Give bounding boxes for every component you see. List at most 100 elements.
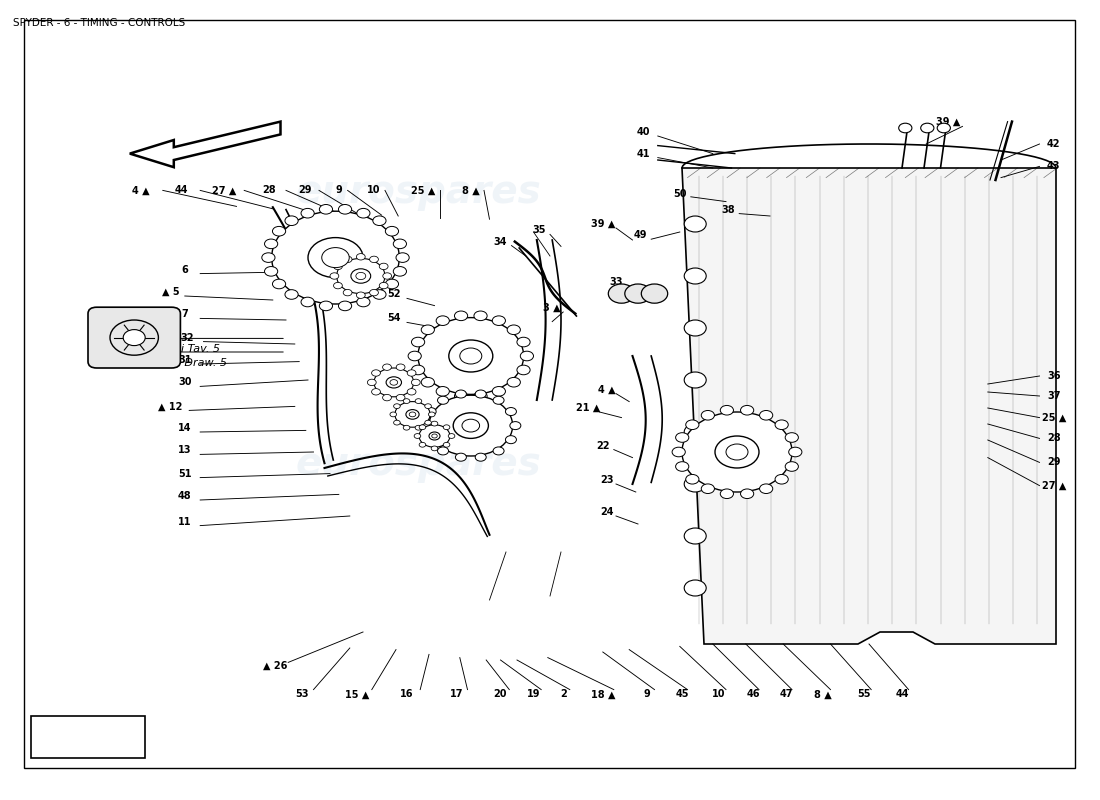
Circle shape (301, 297, 315, 306)
Circle shape (425, 420, 431, 425)
Circle shape (272, 211, 399, 304)
Circle shape (443, 425, 450, 430)
Circle shape (408, 351, 421, 361)
Text: 28: 28 (1047, 434, 1060, 443)
Circle shape (372, 389, 381, 395)
Circle shape (776, 474, 789, 484)
Circle shape (404, 398, 410, 403)
Circle shape (396, 253, 409, 262)
Circle shape (404, 426, 410, 430)
Text: 7: 7 (182, 310, 188, 319)
Circle shape (460, 348, 482, 364)
Circle shape (373, 216, 386, 226)
Circle shape (386, 377, 402, 388)
Circle shape (449, 340, 493, 372)
Circle shape (510, 422, 521, 430)
Circle shape (507, 378, 520, 387)
Text: ▲ 5: ▲ 5 (162, 287, 179, 297)
Text: 44: 44 (895, 690, 909, 699)
Text: 52: 52 (387, 290, 400, 299)
Circle shape (684, 320, 706, 336)
Circle shape (383, 364, 392, 370)
Circle shape (759, 484, 772, 494)
Text: SPYDER - 6 - TIMING - CONTROLS: SPYDER - 6 - TIMING - CONTROLS (13, 18, 186, 27)
Circle shape (370, 256, 378, 262)
Circle shape (426, 407, 437, 415)
Circle shape (675, 433, 689, 442)
Circle shape (406, 410, 419, 419)
Circle shape (414, 434, 420, 438)
Circle shape (431, 421, 438, 426)
Text: 25 ▲: 25 ▲ (1042, 413, 1066, 422)
Circle shape (411, 365, 425, 374)
Circle shape (351, 269, 371, 283)
Circle shape (319, 205, 332, 214)
Circle shape (454, 391, 467, 401)
Circle shape (475, 453, 486, 461)
Circle shape (493, 447, 504, 455)
Circle shape (431, 434, 438, 438)
Text: 31: 31 (178, 355, 191, 365)
Text: 49: 49 (634, 230, 647, 240)
Circle shape (389, 379, 398, 385)
Circle shape (785, 433, 799, 442)
Text: 51: 51 (178, 469, 191, 478)
Circle shape (426, 436, 437, 444)
Text: Vedi Tav. 5
See Draw. 5: Vedi Tav. 5 See Draw. 5 (160, 344, 227, 368)
Circle shape (385, 279, 398, 289)
Circle shape (273, 279, 286, 289)
Text: ▲ 12: ▲ 12 (158, 402, 183, 411)
Circle shape (720, 406, 734, 415)
Circle shape (493, 386, 506, 396)
Circle shape (379, 263, 388, 270)
Text: 34: 34 (494, 237, 507, 246)
Text: 35: 35 (532, 226, 546, 235)
Circle shape (455, 453, 466, 461)
Text: 6: 6 (182, 265, 188, 274)
Circle shape (419, 442, 426, 447)
Circle shape (396, 394, 405, 401)
Circle shape (684, 580, 706, 596)
Circle shape (776, 420, 789, 430)
Circle shape (110, 320, 158, 355)
Circle shape (608, 284, 635, 303)
Text: 43: 43 (1047, 162, 1060, 171)
Circle shape (436, 386, 449, 396)
Circle shape (356, 297, 370, 306)
Text: 8 ▲: 8 ▲ (814, 690, 832, 699)
Circle shape (684, 268, 706, 284)
Circle shape (475, 390, 486, 398)
Text: 14: 14 (178, 423, 191, 433)
Circle shape (517, 338, 530, 347)
Circle shape (330, 273, 339, 279)
Circle shape (385, 226, 398, 236)
Text: 46: 46 (747, 690, 760, 699)
Circle shape (899, 123, 912, 133)
Circle shape (937, 123, 950, 133)
Text: 50: 50 (673, 189, 686, 198)
Text: 13: 13 (178, 446, 191, 455)
Text: 54: 54 (387, 314, 400, 323)
Text: 48: 48 (178, 491, 191, 501)
Circle shape (431, 446, 438, 450)
FancyBboxPatch shape (31, 716, 145, 758)
Circle shape (438, 447, 449, 455)
Circle shape (684, 424, 706, 440)
Circle shape (372, 370, 381, 376)
Text: 18 ▲: 18 ▲ (591, 690, 615, 699)
Circle shape (429, 395, 513, 456)
Text: 32: 32 (180, 333, 194, 342)
Circle shape (337, 258, 385, 294)
Circle shape (505, 436, 516, 444)
Circle shape (389, 412, 396, 417)
Circle shape (505, 407, 516, 415)
Circle shape (675, 462, 689, 471)
Circle shape (415, 398, 421, 403)
Text: 33: 33 (609, 277, 623, 286)
Text: 3 ▲: 3 ▲ (543, 303, 561, 313)
Circle shape (462, 419, 480, 432)
Text: 19: 19 (527, 690, 540, 699)
Text: 17: 17 (450, 690, 463, 699)
Text: 16: 16 (400, 690, 414, 699)
Text: 28: 28 (263, 186, 276, 195)
